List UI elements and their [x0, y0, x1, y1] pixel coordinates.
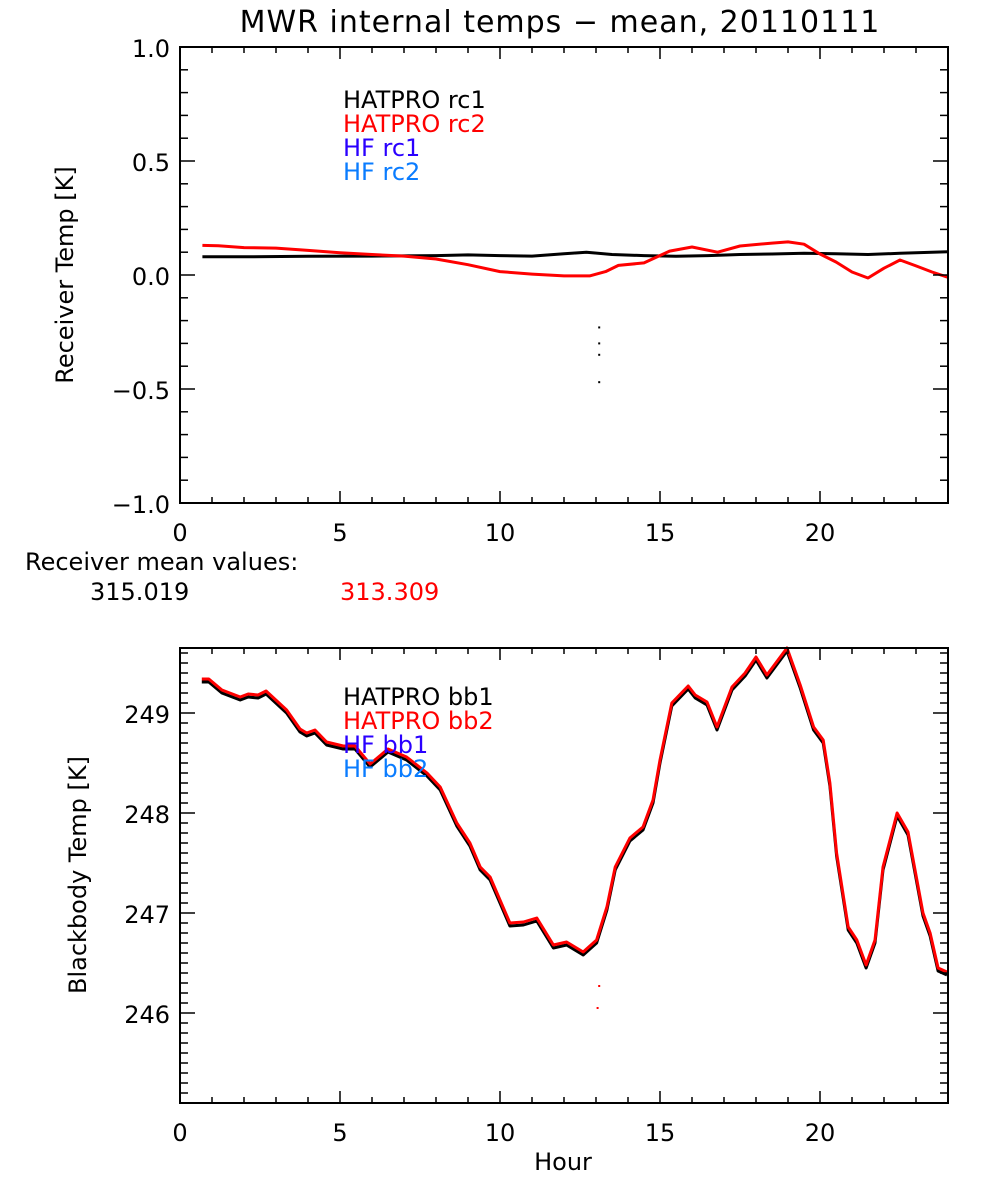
- blackbody-plot: 0 5 10 15 20 246 247 248 249: [124, 646, 949, 1147]
- bottom-legend: HATPRO bb1 HATPRO bb2 HF bb1 HF bb2: [343, 683, 494, 783]
- x-tick-label: 15: [645, 519, 676, 547]
- y-tick-label: −1.0: [112, 491, 170, 519]
- x-tick-label: 0: [172, 519, 187, 547]
- plot-frame: [179, 647, 949, 1104]
- bottom-ylabel: Blackbody Temp [K]: [64, 756, 92, 994]
- series-line-hatpro-rc2: [202, 240, 949, 280]
- outlier-point: [598, 985, 601, 987]
- legend-hatpro-bb2: HATPRO bb2: [343, 707, 494, 735]
- receiver-mean-label: Receiver mean values:: [25, 548, 298, 576]
- x-tick-label: 15: [645, 1119, 676, 1147]
- outlier-point: [598, 326, 601, 329]
- legend-hf-rc2: HF rc2: [343, 158, 420, 186]
- legend-hatpro-rc1: HATPRO rc1: [343, 86, 486, 114]
- outlier-point: [598, 342, 601, 345]
- chart-title: MWR internal temps − mean, 20110111: [240, 5, 881, 40]
- y-tick-label: 246: [124, 1001, 170, 1029]
- outlier-point: [598, 353, 601, 356]
- x-tick-label: 5: [332, 1119, 347, 1147]
- x-tick-label: 20: [805, 519, 836, 547]
- series-line-hatpro-bb2: [201, 646, 948, 974]
- x-tick-label: 10: [485, 1119, 516, 1147]
- receiver-mean-rc1: 315.019: [90, 578, 189, 606]
- x-tick-label: 20: [805, 1119, 836, 1147]
- legend-hatpro-rc2: HATPRO rc2: [343, 110, 486, 138]
- x-tick-label: 10: [485, 519, 516, 547]
- y-tick-label: −0.5: [112, 377, 170, 405]
- receiver-plot: 0 5 10 15 20 −1.0 −0.5 0.0 0.5 1.0: [112, 35, 949, 547]
- legend-hf-rc1: HF rc1: [343, 134, 420, 162]
- top-ylabel: Receiver Temp [K]: [51, 166, 79, 384]
- bottom-xlabel: Hour: [534, 1148, 592, 1176]
- outlier-point: [598, 381, 601, 384]
- series-line-hatpro-bb1: [201, 649, 948, 977]
- y-tick-label: 0.5: [132, 149, 170, 177]
- x-tick-label: 5: [332, 519, 347, 547]
- legend-hatpro-bb1: HATPRO bb1: [343, 683, 494, 711]
- receiver-mean-rc2: 313.309: [340, 578, 439, 606]
- series-line-hatpro-rc1: [202, 250, 949, 259]
- x-tick-label: 0: [172, 1119, 187, 1147]
- outlier-point: [596, 1007, 599, 1009]
- y-tick-label: 249: [124, 701, 170, 729]
- top-legend: HATPRO rc1 HATPRO rc2 HF rc1 HF rc2: [343, 86, 486, 186]
- legend-hf-bb1: HF bb1: [343, 731, 428, 759]
- y-tick-label: 247: [124, 901, 170, 929]
- y-tick-label: 1.0: [132, 35, 170, 63]
- legend-hf-bb2: HF bb2: [343, 755, 428, 783]
- y-tick-label: 0.0: [132, 263, 170, 291]
- y-tick-label: 248: [124, 801, 170, 829]
